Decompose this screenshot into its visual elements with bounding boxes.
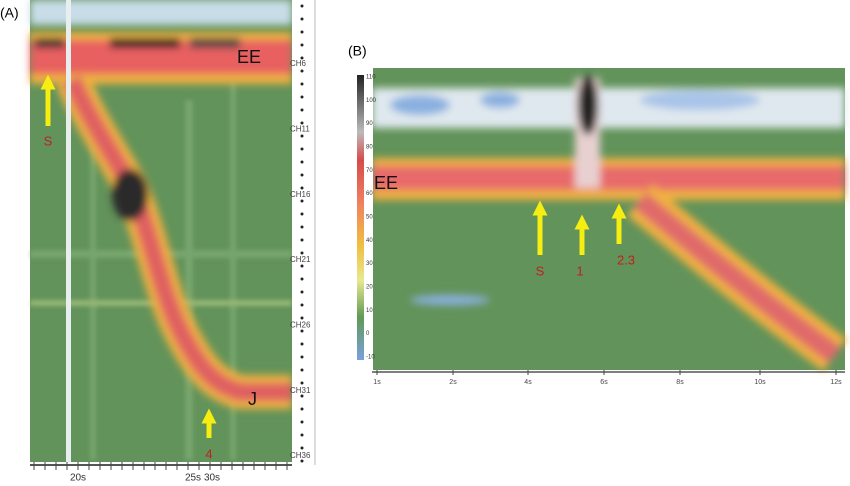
channel-dot (300, 407, 304, 411)
channel-dot (300, 290, 304, 294)
colorbar-label: -10 (366, 355, 375, 361)
channel-label: CH31 (290, 386, 311, 395)
channel-dot (300, 199, 304, 203)
channel-dot (300, 420, 304, 424)
colorbar-label: 110 (366, 75, 376, 81)
marker-label: 1 (576, 263, 583, 278)
channel-dot (300, 459, 304, 463)
channel-dot (300, 134, 304, 138)
channel-dot (300, 173, 304, 177)
channel-dot (300, 446, 304, 450)
channel-label: CH6 (290, 59, 307, 68)
channel-dot (300, 368, 304, 372)
channel-dot (300, 17, 304, 21)
colorbar-label: 60 (366, 191, 373, 197)
colorbar-label: 80 (366, 145, 373, 151)
time-label: 4s (524, 379, 532, 386)
colorbar-label: 100 (366, 98, 377, 104)
channel-dot (300, 303, 304, 307)
marker-label: S (536, 263, 545, 278)
channel-dot (300, 433, 304, 437)
time-label: 10s (754, 379, 766, 386)
channel-dot (300, 329, 304, 333)
channel-dot (300, 212, 304, 216)
colorbar-label: 20 (366, 285, 373, 291)
marker-label: EE (237, 47, 261, 67)
channel-label: CH11 (290, 124, 310, 133)
channel-dot (300, 251, 304, 255)
colorbar-label: 0 (366, 331, 370, 337)
channel-dot (300, 95, 304, 99)
channel-dot (300, 225, 304, 229)
time-label: 20s (70, 473, 86, 484)
channel-dot (300, 69, 304, 73)
channel-dot (300, 108, 304, 112)
marker-label: 4 (205, 446, 212, 461)
channel-dot (300, 342, 304, 346)
time-label: 12s (830, 379, 842, 386)
time-label: 8s (676, 379, 684, 386)
channel-label: CH21 (290, 255, 311, 264)
channel-dot (300, 4, 304, 8)
panel-a-plot (30, 0, 316, 466)
channel-dot (300, 316, 304, 320)
channel-dot (300, 186, 304, 190)
panel-b-plot (355, 68, 847, 373)
channel-dot (300, 30, 304, 34)
panel-label: (A) (0, 5, 19, 21)
channel-dot (300, 277, 304, 281)
colorbar-label: 90 (366, 121, 373, 127)
channel-dot (300, 355, 304, 359)
panel-label: (B) (348, 43, 367, 59)
time-label: 6s (600, 379, 608, 386)
channel-dot (300, 56, 304, 60)
time-label: 25s (185, 473, 201, 484)
marker-label: J (248, 389, 257, 409)
marker-label: S (44, 133, 53, 148)
channel-label: CH26 (290, 320, 311, 329)
channel-dot (300, 264, 304, 268)
channel-dot (300, 82, 304, 86)
channel-dot (300, 121, 304, 125)
channel-dot (300, 238, 304, 242)
colorbar-label: 50 (366, 215, 373, 221)
channel-dot (300, 394, 304, 398)
channel-dot (300, 381, 304, 385)
time-label: 1s (373, 379, 381, 386)
marker-label: 2.3 (617, 252, 635, 267)
time-label: 30s (204, 473, 220, 484)
colorbar-label: 40 (366, 238, 373, 244)
channel-label: CH16 (290, 190, 311, 199)
channel-dot (300, 160, 304, 164)
channel-dot (300, 147, 304, 151)
channel-label: CH36 (290, 451, 311, 460)
colorbar-label: 70 (366, 168, 373, 174)
colorbar-label: 30 (366, 261, 373, 267)
time-label: 2s (449, 379, 457, 386)
channel-dot (300, 43, 304, 47)
marker-label: EE (374, 173, 398, 193)
colorbar-label: 10 (366, 308, 373, 314)
